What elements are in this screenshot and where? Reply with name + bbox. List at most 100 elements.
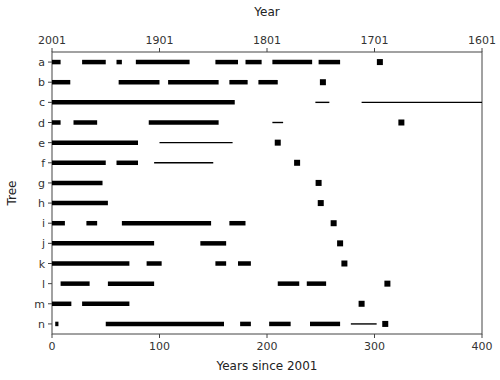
y-tick xyxy=(48,303,52,304)
x2-tick-label: 1701 xyxy=(361,34,389,47)
y-tick xyxy=(48,142,52,143)
thick-segment xyxy=(52,161,106,166)
dot-marker xyxy=(341,261,347,267)
dot-marker xyxy=(377,59,383,65)
thick-segment xyxy=(52,302,71,307)
y-tick xyxy=(48,82,52,83)
y-tick xyxy=(48,243,52,244)
dot-marker xyxy=(382,321,388,327)
thick-segment xyxy=(117,60,122,65)
thin-segment xyxy=(315,102,329,103)
x-axis-label: Years since 2001 xyxy=(216,359,318,373)
y-axis-label: Tree xyxy=(5,180,19,206)
x-tick xyxy=(267,334,268,338)
x-tick-label: 300 xyxy=(364,340,385,353)
x-tick xyxy=(159,334,160,338)
thick-segment xyxy=(52,181,103,186)
plot-frame xyxy=(52,52,482,334)
thick-segment xyxy=(215,261,226,266)
y-tick xyxy=(48,203,52,204)
x-tick-label: 200 xyxy=(257,340,278,353)
thick-segment xyxy=(52,80,70,85)
y-tick xyxy=(48,283,52,284)
x-tick xyxy=(52,334,53,338)
thick-segment xyxy=(272,60,312,65)
thin-segment xyxy=(351,323,377,324)
thick-segment xyxy=(136,60,190,65)
thick-segment xyxy=(52,120,61,125)
thick-segment xyxy=(278,281,300,286)
thick-segment xyxy=(74,120,98,125)
y-tick-label: g xyxy=(38,177,45,190)
thick-segment xyxy=(52,241,154,246)
x2-tick-label: 1901 xyxy=(146,34,174,47)
dot-marker xyxy=(331,220,337,226)
x2-axis-label: Year xyxy=(253,5,279,19)
thick-segment xyxy=(238,261,251,266)
thick-segment xyxy=(149,120,219,125)
thin-segment xyxy=(154,162,213,163)
y-tick-label: i xyxy=(42,217,45,230)
thick-segment xyxy=(55,322,58,327)
dot-marker xyxy=(294,160,300,166)
x-tick-label: 400 xyxy=(472,340,493,353)
thin-segment xyxy=(362,102,482,103)
thick-segment xyxy=(52,221,65,226)
thick-segment xyxy=(168,80,219,85)
x2-tick xyxy=(159,48,160,52)
thin-segment xyxy=(272,122,283,123)
thick-segment xyxy=(122,221,211,226)
y-tick-label: l xyxy=(42,278,45,291)
thick-segment xyxy=(215,60,238,65)
x2-tick xyxy=(482,48,483,52)
dot-marker xyxy=(318,200,324,206)
x2-tick-label: 2001 xyxy=(38,34,66,47)
y-tick xyxy=(48,323,52,324)
y-tick xyxy=(48,182,52,183)
thick-segment xyxy=(229,221,245,226)
thick-segment xyxy=(52,261,129,266)
y-tick-label: a xyxy=(38,56,45,69)
y-tick-label: b xyxy=(38,76,45,89)
dot-marker xyxy=(337,240,343,246)
x-tick-label: 100 xyxy=(149,340,170,353)
thick-segment xyxy=(106,322,224,327)
y-tick-label: d xyxy=(38,117,45,130)
plot-data xyxy=(52,59,482,327)
x-tick-label: 0 xyxy=(49,340,56,353)
thick-segment xyxy=(269,322,291,327)
y-tick xyxy=(48,223,52,224)
thick-segment xyxy=(319,60,341,65)
thick-segment xyxy=(86,221,97,226)
y-tick-label: e xyxy=(38,137,45,150)
x2-tick-label: 1601 xyxy=(468,34,496,47)
y-tick xyxy=(48,62,52,63)
dot-marker xyxy=(275,140,281,146)
thick-segment xyxy=(310,322,340,327)
thick-segment xyxy=(258,80,277,85)
dot-marker xyxy=(359,301,365,307)
thick-segment xyxy=(52,201,108,206)
thick-segment xyxy=(307,281,326,286)
thick-segment xyxy=(119,80,160,85)
x-tick xyxy=(482,334,483,338)
y-tick-label: h xyxy=(38,197,45,210)
thick-segment xyxy=(52,60,61,65)
x2-tick xyxy=(374,48,375,52)
thin-segment xyxy=(160,142,233,143)
y-tick-label: c xyxy=(39,96,45,109)
y-tick xyxy=(48,162,52,163)
thick-segment xyxy=(61,281,90,286)
x2-tick xyxy=(52,48,53,52)
y-tick-label: f xyxy=(41,157,46,170)
x-tick xyxy=(374,334,375,338)
thick-segment xyxy=(82,60,106,65)
thick-segment xyxy=(52,100,235,105)
y-tick-label: m xyxy=(34,298,45,311)
x2-tick xyxy=(267,48,268,52)
thick-segment xyxy=(117,161,139,166)
thick-segment xyxy=(52,140,138,145)
y-tick xyxy=(48,102,52,103)
dot-marker xyxy=(384,281,390,287)
dot-marker xyxy=(316,180,322,186)
